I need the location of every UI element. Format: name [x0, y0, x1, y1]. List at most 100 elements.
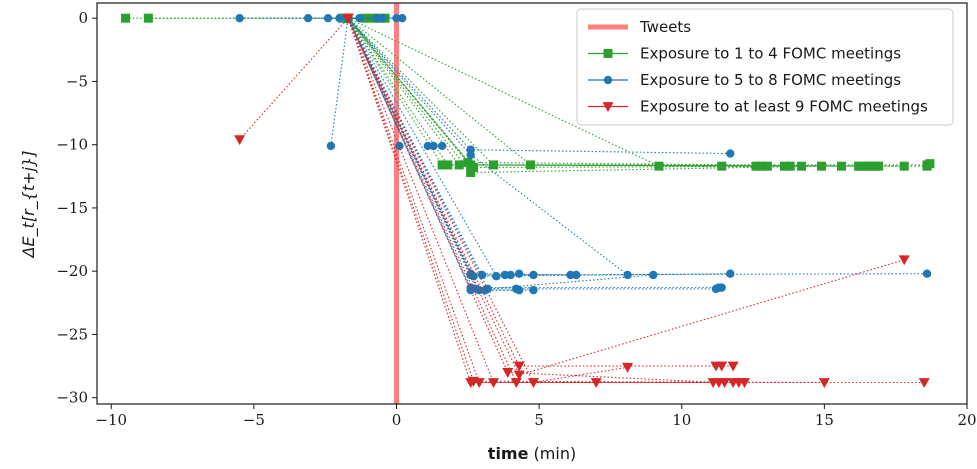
data-point: [918, 378, 930, 388]
y-axis: 0 −5 −10 −15 −20 −25 −30: [56, 9, 97, 407]
x-tick-label: 20: [957, 411, 976, 429]
y-axis-title: ΔE_t[r_{t+j}]: [19, 151, 39, 260]
data-point: [326, 141, 336, 151]
data-point: [429, 141, 438, 151]
series-path: [347, 17, 785, 167]
data-point: [779, 161, 789, 171]
data-point: [757, 161, 767, 171]
y-tick-label: −5: [66, 72, 88, 90]
data-point: [454, 160, 464, 170]
data-point: [488, 160, 498, 170]
data-point: [323, 13, 333, 23]
data-point: [234, 135, 246, 146]
data-point: [378, 13, 387, 23]
data-point: [466, 168, 476, 178]
data-point: [623, 270, 632, 280]
data-point: [342, 13, 354, 24]
data-point: [817, 161, 827, 171]
x-axis-title-unit: (min): [528, 444, 576, 463]
y-tick-label: −25: [56, 325, 88, 343]
data-point: [727, 378, 739, 388]
series-path: [346, 17, 731, 155]
x-axis-title: time (min): [488, 444, 576, 463]
data-point: [529, 270, 538, 280]
y-tick-label: −10: [56, 136, 88, 154]
x-tick-label: −10: [95, 411, 127, 429]
legend-swatch-marker: [603, 49, 613, 58]
data-point: [726, 149, 735, 158]
data-point: [437, 141, 447, 151]
data-point: [513, 370, 525, 381]
data-point: [513, 361, 525, 372]
data-point: [526, 160, 536, 170]
data-point: [899, 161, 909, 171]
series-2: [234, 13, 930, 388]
data-point: [500, 270, 510, 280]
plot-area: [121, 3, 935, 404]
data-point: [529, 285, 538, 295]
data-point: [717, 161, 727, 171]
series-path: [347, 17, 734, 367]
series-path: [339, 17, 716, 290]
legend-label: Exposure to 1 to 4 FOMC meetings: [640, 45, 901, 63]
data-point: [466, 269, 475, 278]
data-point: [443, 160, 453, 170]
legend-swatch-marker: [602, 102, 614, 112]
data-point: [762, 161, 772, 171]
data-point: [510, 378, 522, 388]
data-point: [654, 161, 664, 171]
data-point: [335, 13, 344, 23]
x-tick-label: 0: [392, 411, 402, 429]
data-point: [785, 161, 795, 171]
data-point: [473, 378, 485, 388]
y-tick-label: −30: [56, 389, 88, 407]
data-point: [512, 284, 521, 294]
data-point: [922, 269, 932, 278]
data-point: [716, 361, 728, 372]
data-point: [898, 255, 910, 266]
data-point: [477, 270, 487, 280]
y-tick-label: 0: [78, 9, 88, 27]
data-point: [856, 161, 866, 171]
x-tick-label: 15: [815, 411, 834, 429]
x-tick-label: 5: [534, 411, 544, 429]
series-1: [235, 13, 932, 295]
legend-label: Exposure to 5 to 8 FOMC meetings: [640, 71, 901, 89]
x-axis-title-bold: time: [488, 444, 529, 463]
data-point: [437, 160, 447, 170]
data-point: [797, 161, 807, 171]
data-point: [649, 270, 658, 280]
series-path: [347, 17, 654, 290]
data-point: [469, 162, 479, 172]
data-point: [466, 285, 475, 295]
x-tick-label: 10: [672, 411, 691, 429]
data-point: [836, 161, 846, 171]
series-path: [347, 17, 905, 376]
x-axis: −10 −5 0 5 10 15 20: [95, 404, 977, 429]
data-point: [527, 378, 539, 388]
series-path: [347, 17, 597, 384]
data-point: [398, 13, 407, 23]
data-point: [727, 361, 739, 372]
legend: Tweets Exposure to 1 to 4 FOMC meetings Ex…: [576, 8, 954, 126]
series-path: [346, 17, 628, 276]
y-tick-label: −15: [56, 199, 88, 217]
data-point: [717, 283, 726, 292]
legend-label: Exposure to at least 9 FOMC meetings: [640, 98, 928, 116]
data-point: [143, 13, 153, 23]
y-tick-label: −20: [56, 262, 88, 280]
data-point: [355, 13, 364, 23]
data-point: [719, 378, 731, 388]
data-point: [818, 378, 830, 388]
x-tick-label: −5: [243, 411, 265, 429]
legend-box: [576, 8, 954, 126]
data-point: [487, 378, 499, 388]
series-path: [330, 16, 520, 291]
data-point: [303, 13, 313, 23]
data-point: [726, 269, 735, 278]
legend-swatch-marker: [603, 75, 613, 85]
data-point: [466, 150, 475, 159]
data-point: [235, 13, 244, 23]
data-point: [925, 159, 935, 169]
